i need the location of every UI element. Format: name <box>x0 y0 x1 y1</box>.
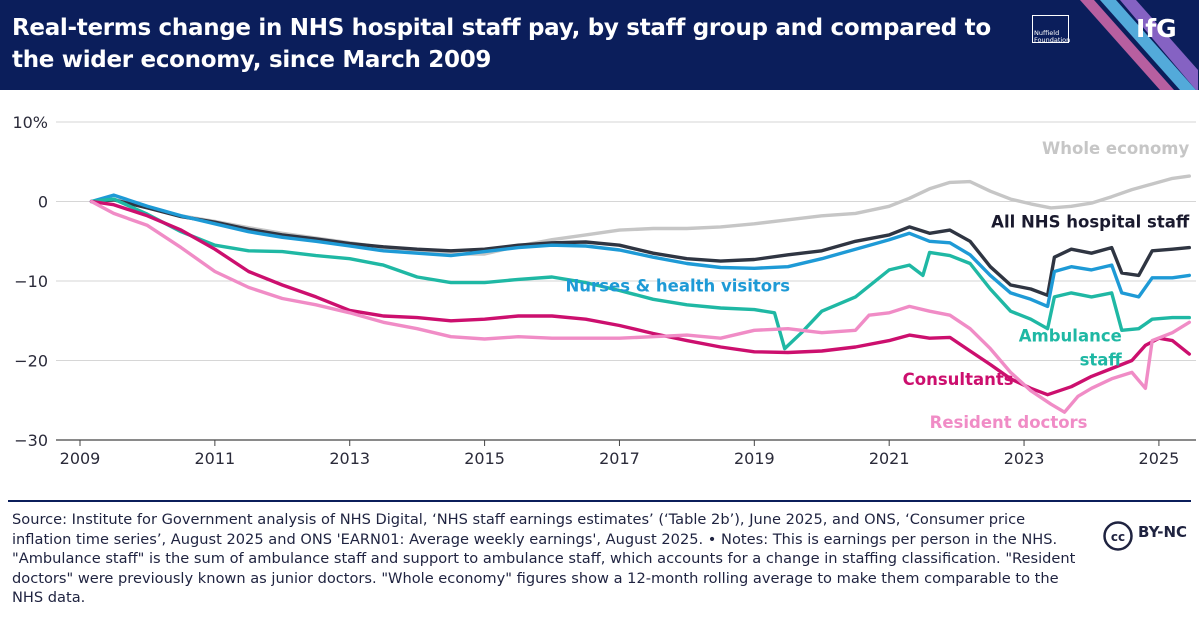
series-line-consultants <box>89 199 1191 397</box>
x-tick-label: 2025 <box>1139 449 1180 468</box>
logo-stripes-icon <box>1080 0 1198 90</box>
x-tick-label: 2023 <box>1004 449 1045 468</box>
cc-icon: cc <box>1103 521 1133 551</box>
series-labels: Whole economy All NHS hospital staff Nurse… <box>566 139 1190 432</box>
series-label: staff <box>1080 350 1123 369</box>
x-tick-label: 2011 <box>195 449 236 468</box>
series-line-all-nhs-hospital-staff <box>89 198 1191 297</box>
y-tick-label: 0 <box>38 193 48 212</box>
y-tick-label: 10% <box>12 113 48 132</box>
nuffield-logo-text: Nuffield Foundation <box>1034 29 1071 44</box>
svg-text:cc: cc <box>1111 530 1125 544</box>
license-label: BY-NC <box>1138 523 1188 541</box>
series-label: Whole economy <box>1042 139 1189 158</box>
series-label: All NHS hospital staff <box>991 213 1190 232</box>
x-tick-label: 2015 <box>464 449 505 468</box>
x-tick-label: 2019 <box>734 449 775 468</box>
series-line-resident-doctors <box>89 199 1191 414</box>
series-label: Ambulance <box>1019 326 1122 345</box>
series-line-ambulance-staff <box>89 197 1191 351</box>
series-label: Consultants <box>903 370 1014 389</box>
line-chart: 10%0−10−20−30 2009 2011 2013 2015 2017 2019 20… <box>12 113 1196 468</box>
y-axis-ticks: 10% 0 −10 −20 −30 <box>12 113 48 450</box>
x-tick-label: 2013 <box>329 449 370 468</box>
nuffield-logo-icon <box>1032 15 1069 43</box>
header-banner: Real-terms change in NHS hospital staff … <box>0 0 1199 90</box>
x-tick-label: 2017 <box>599 449 640 468</box>
y-tick-label: −30 <box>14 431 48 450</box>
series-label: Resident doctors <box>930 413 1088 432</box>
series-label: Nurses & health visitors <box>566 276 791 295</box>
y-tick-label: −20 <box>14 352 48 371</box>
series-lines <box>89 174 1191 414</box>
source-note: Source: Institute for Government analysi… <box>12 511 1076 607</box>
x-tick-label: 2009 <box>60 449 101 468</box>
x-tick-label: 2021 <box>869 449 910 468</box>
x-axis-ticks: 2009 2011 2013 2015 2017 2019 2021 2023 2025 <box>60 440 1180 468</box>
ifg-logo: IfG <box>1136 14 1177 43</box>
footer-divider <box>8 500 1191 502</box>
y-tick-label: −10 <box>14 272 48 291</box>
chart-title: Real-terms change in NHS hospital staff … <box>12 15 991 73</box>
series-line-nurses-health-visitors <box>89 193 1191 309</box>
gridlines <box>56 121 1196 441</box>
